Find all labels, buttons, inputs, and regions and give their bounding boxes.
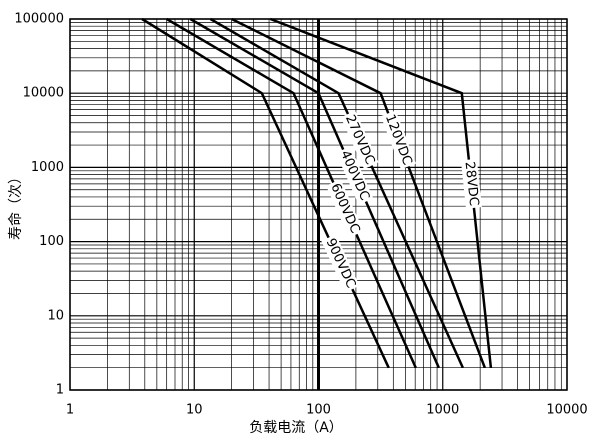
series-line [166,17,417,369]
series-label-bg [335,146,374,205]
series-label-bg [321,234,360,293]
y-tick-label: 100000 [14,12,64,27]
series-label-bg [326,179,364,238]
series-line [231,17,486,369]
series-label-group: 28VDC [460,158,482,209]
y-tick-label: 1 [56,383,64,398]
series-label-group: 120VDC [380,110,416,170]
y-axis-label: 寿命（次） [7,170,24,240]
series-label-bg [340,110,379,170]
series-label-group: 900VDC [321,234,360,293]
x-axis-label: 负载电流（A） [249,420,343,436]
y-tick-label: 10 [47,308,64,323]
series-label: 28VDC [462,161,482,207]
y-tick-label: 100 [39,234,64,249]
x-tick-label: 1 [66,403,74,418]
y-tick-label: 1000 [31,160,64,175]
x-tick-label: 10 [186,403,203,418]
x-tick-label: 1000 [426,403,459,418]
series-line [269,17,493,368]
x-tick-label: 100 [306,403,331,418]
series-label: 120VDC [382,113,415,168]
series-line [189,17,440,369]
y-tick-label: 10000 [23,86,64,101]
series-label-bg [460,158,482,209]
x-tick-label: 10000 [546,403,587,418]
series-label-bg [380,110,416,170]
series-line [209,17,464,369]
